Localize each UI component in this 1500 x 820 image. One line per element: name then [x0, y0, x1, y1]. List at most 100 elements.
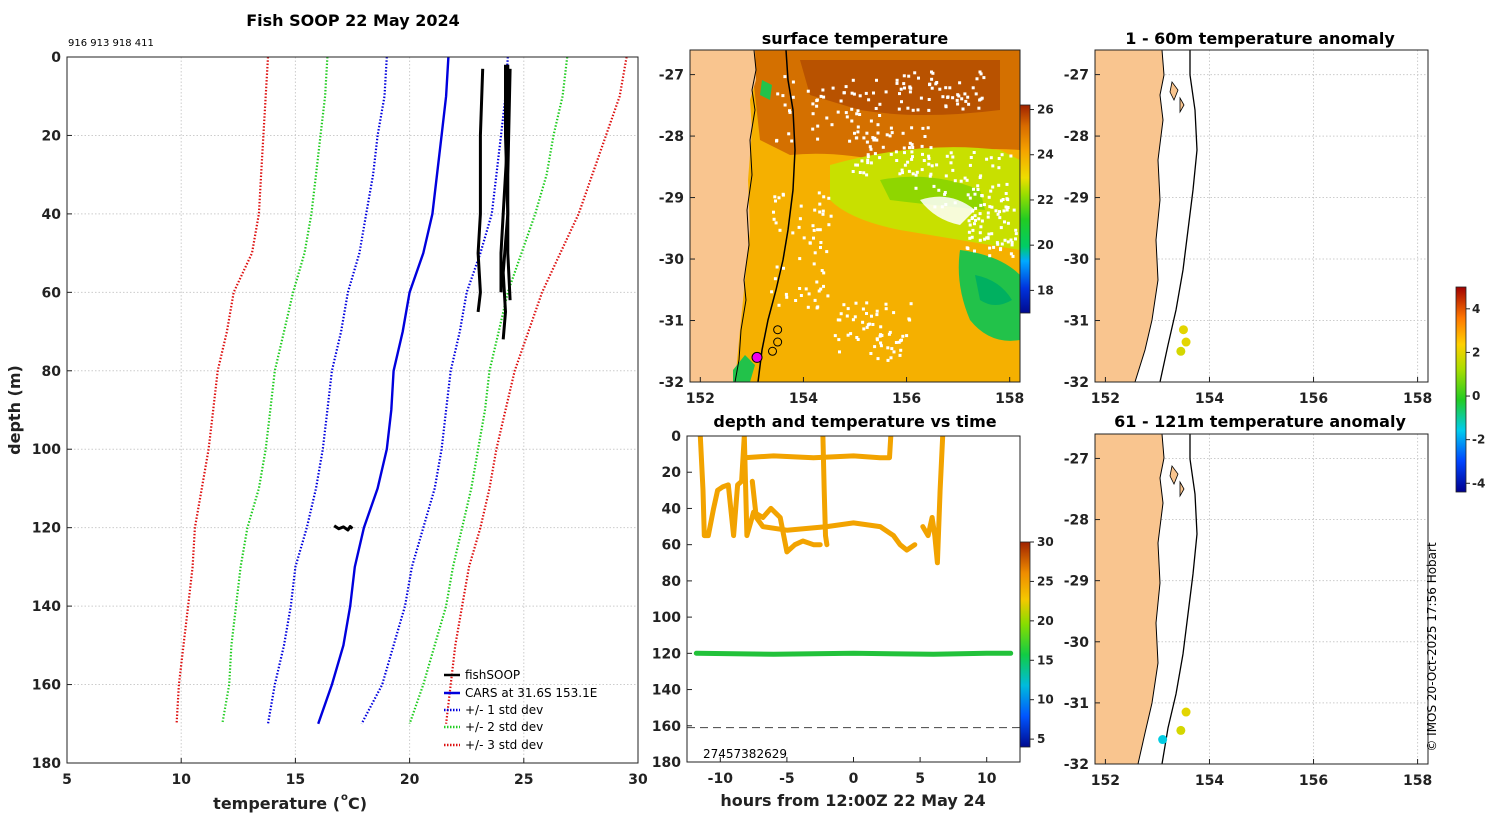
sst-cloud-pixel — [884, 307, 888, 311]
profile-ytick-label: 160 — [32, 678, 61, 694]
sst-cloud-pixel — [811, 224, 815, 228]
sst-cloud-pixel — [903, 163, 907, 167]
anom2-ytick-label: -29 — [1064, 574, 1089, 590]
sst-station — [768, 346, 777, 356]
sst-cloud-pixel — [908, 146, 911, 150]
profile-xtick-label: 15 — [286, 772, 305, 788]
sst-cloud-pixel — [770, 290, 774, 294]
sst-cloud-pixel — [949, 161, 953, 165]
sst-hot-core — [800, 60, 1000, 115]
sst-cloud-pixel — [899, 348, 903, 352]
sst-cloud-pixel — [845, 314, 849, 318]
sst-cloud-pixel — [971, 216, 974, 220]
sst-cloud-pixel — [1014, 237, 1017, 241]
anomaly-shallow-ticks: 152 154 156 158 -27 -28 -29 -30 -31 -32 — [1064, 68, 1433, 407]
sst-cloud-pixel — [967, 219, 971, 223]
sst-cloud-pixel — [797, 225, 801, 229]
sst-cloud-pixel — [926, 126, 930, 130]
sst-cloud-pixel — [919, 96, 923, 100]
sst-cloud-pixel — [868, 145, 872, 149]
sst-cloud-pixel — [845, 115, 849, 119]
anomaly-deep-map — [1095, 434, 1198, 764]
anom1-ytick-label: -28 — [1064, 129, 1089, 145]
sst-cloud-pixel — [816, 228, 820, 232]
sst-cloud-pixel — [791, 95, 795, 99]
depth-time-ytick-label: 160 — [652, 719, 681, 735]
anomaly-point — [1158, 735, 1168, 745]
sst-cloud-pixel — [836, 110, 840, 114]
profile-series-line — [408, 56, 569, 725]
sst-cloud-pixel — [908, 141, 912, 145]
sst-cloud-pixel — [862, 327, 866, 331]
sst-cloud-pixel — [774, 199, 777, 203]
sst-cloud-pixel — [774, 221, 778, 225]
sst-cloud-pixel — [902, 82, 906, 86]
sst-cloud-pixel — [973, 214, 977, 218]
fishsoop-trace — [501, 64, 510, 340]
sst-cloud-pixel — [783, 103, 787, 107]
sst-cloud-pixel — [987, 195, 991, 199]
anomaly-deep-contour — [1161, 434, 1198, 764]
sst-cloud-pixel — [829, 214, 833, 218]
sst-cloud-pixel — [1004, 205, 1008, 209]
sst-cloud-pixel — [996, 242, 1000, 246]
sst-cloud-pixel — [932, 184, 936, 188]
sst-cloud-pixel — [928, 83, 931, 87]
sst-ytick-label: -31 — [659, 314, 684, 330]
sst-cloud-pixel — [855, 336, 859, 339]
sst-cloud-pixel — [935, 81, 939, 84]
sst-cloud-pixel — [852, 92, 856, 96]
depth-time-track — [749, 478, 918, 553]
sst-cloud-pixel — [846, 307, 850, 311]
sst-cloud-pixel — [977, 217, 981, 221]
sst-cloud-pixel — [979, 72, 983, 76]
sst-cloud-pixel — [1001, 198, 1005, 201]
sst-cloud-pixel — [821, 212, 825, 216]
sst-cloud-pixel — [978, 212, 982, 216]
profile-ytick-label: 20 — [42, 128, 62, 144]
sst-cloud-pixel — [856, 338, 860, 341]
sst-xtick-label: 152 — [686, 391, 715, 407]
sst-cloud-pixel — [899, 87, 903, 91]
sst-cloud-pixel — [788, 109, 791, 113]
sst-cloud-pixel — [889, 152, 893, 156]
sst-cloud-pixel — [1014, 228, 1018, 232]
sst-cloud-pixel — [858, 171, 862, 174]
sst-cloud-pixel — [813, 298, 817, 302]
sst-cloud-pixel — [818, 228, 822, 232]
sst-cloud-pixel — [999, 226, 1003, 230]
sst-cloud-pixel — [836, 318, 840, 322]
sst-cloud-pixel — [978, 176, 982, 179]
anom2-xtick-label: 152 — [1091, 773, 1120, 789]
sst-station — [773, 325, 783, 335]
sst-cloud-pixel — [911, 155, 914, 159]
sst-cloud-pixel — [997, 183, 1001, 187]
depth-time-colorbar-tick-label: 15 — [1037, 653, 1054, 667]
sst-cloud-pixel — [906, 160, 910, 164]
sst-cloud-pixel — [842, 91, 846, 95]
sst-colorbar-tick-label: 26 — [1037, 103, 1054, 117]
profile-xtick-label: 10 — [171, 772, 191, 788]
sst-cloud-pixel — [799, 294, 803, 297]
sst-colorbar — [1019, 104, 1031, 314]
sst-xtick-label: 154 — [789, 391, 818, 407]
sst-cloud-pixel — [864, 91, 868, 95]
sst-cloud-pixel — [995, 241, 999, 245]
profile-ytick-label: 100 — [32, 442, 61, 458]
sst-cloud-pixel — [853, 315, 857, 319]
sst-cloud-pixel — [927, 98, 931, 101]
legend-label-3std: +/- 3 std dev — [465, 738, 543, 752]
sst-cloud-pixel — [851, 170, 855, 173]
sst-cloud-pixel — [908, 90, 912, 94]
sst-cloud-pixel — [965, 178, 969, 182]
sst-cloud-pixel — [944, 104, 948, 108]
sst-cloud-pixel — [1005, 208, 1009, 212]
anom1-ytick-label: -29 — [1064, 191, 1089, 207]
sst-cloud-pixel — [990, 232, 994, 236]
anomaly-colorbar-tick-label: -4 — [1472, 476, 1485, 490]
sst-cloud-pixel — [822, 195, 826, 199]
sst-cloud-pixel — [980, 194, 984, 197]
sst-cloud-pixel — [973, 192, 977, 196]
sst-cloud-pixel — [854, 163, 858, 167]
sst-cloud-pixel — [808, 241, 812, 245]
